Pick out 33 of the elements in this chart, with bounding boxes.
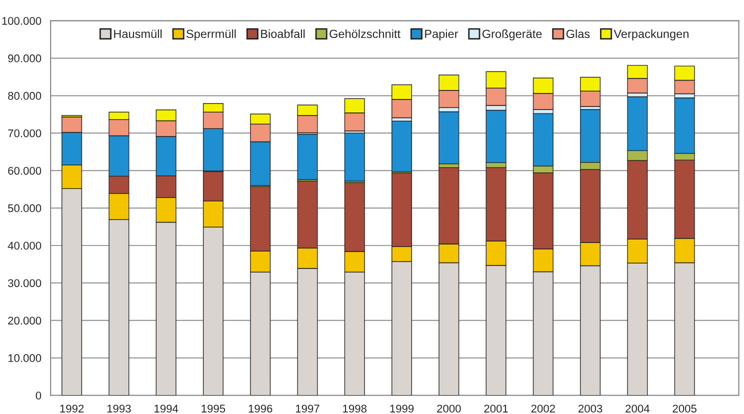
y-tick-label: 10.000 [8, 354, 42, 362]
x-tick-label: 2001 [484, 404, 508, 413]
y-tick-label: 70.000 [8, 129, 42, 138]
y-tick-label: 50.000 [8, 204, 42, 212]
y-tick-label: 100.000 [2, 16, 42, 25]
y-tick-label: 90.000 [8, 54, 42, 62]
legend-label: Hausmüll [114, 29, 162, 38]
x-tick-label: 1996 [248, 404, 272, 413]
y-tick-label: 80.000 [8, 92, 42, 100]
x-tick-label: 2003 [578, 404, 602, 413]
x-tick-label: 2000 [437, 404, 461, 413]
legend-label: Papier [425, 29, 458, 40]
legend-label: Gehölzschnitt [330, 29, 400, 38]
y-tick-label: 60.000 [8, 166, 42, 175]
x-tick-label: 1992 [60, 404, 84, 413]
x-tick-label: 1999 [390, 404, 414, 413]
y-tick-label: 0 [36, 392, 42, 400]
y-tick-label: 40.000 [8, 242, 42, 250]
legend-label: Verpackungen [614, 29, 688, 40]
x-tick-label: 1995 [202, 404, 226, 413]
x-tick-label: 1994 [154, 404, 178, 413]
legend-label: Bioabfall [261, 29, 305, 38]
y-tick-label: 20.000 [8, 316, 42, 325]
legend-label: Sperrmüll [186, 29, 236, 40]
legend-label: Glas [566, 29, 590, 38]
x-tick-label: 2005 [672, 404, 696, 413]
legend-label: Großgeräte [482, 29, 542, 40]
x-tick-label: 2002 [531, 404, 555, 413]
x-tick-label: 1997 [296, 404, 320, 413]
y-tick-label: 30.000 [8, 279, 42, 288]
x-tick-label: 2004 [626, 404, 650, 413]
x-tick-label: 1993 [107, 404, 131, 413]
x-tick-label: 1998 [343, 404, 367, 413]
